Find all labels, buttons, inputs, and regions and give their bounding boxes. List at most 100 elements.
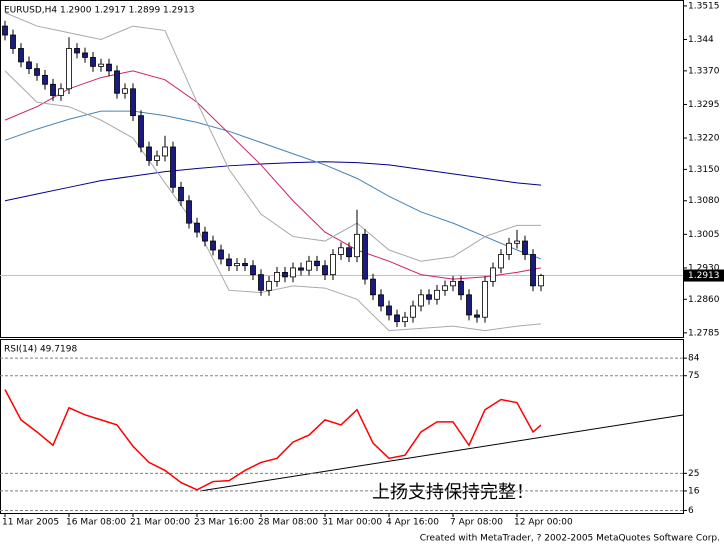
candle-body bbox=[258, 274, 264, 291]
candle-body bbox=[314, 260, 320, 267]
y-tick-label: 1.3080 bbox=[688, 196, 720, 206]
candle-body bbox=[290, 267, 296, 278]
candle-body bbox=[538, 275, 544, 287]
last-price-label: 1.2913 bbox=[688, 271, 720, 281]
indicator-line bbox=[4, 161, 542, 202]
chart-title: EURUSD,H4 1.2900 1.2917 1.2899 1.2913 bbox=[4, 6, 195, 16]
annotation: 上扬支持保持完整！ bbox=[372, 482, 534, 503]
candle-body bbox=[42, 74, 48, 85]
candle-body bbox=[266, 280, 272, 291]
y-tick-label: 84 bbox=[688, 354, 700, 364]
candle-body bbox=[98, 63, 104, 67]
y-tick-label: 75 bbox=[688, 371, 699, 381]
candle-body bbox=[450, 280, 456, 287]
x-tick-label: 31 Mar 00:00 bbox=[322, 518, 382, 528]
y-tick-label: 1.2930 bbox=[688, 263, 720, 273]
candle-body bbox=[194, 222, 200, 233]
candle-body bbox=[186, 200, 192, 224]
candle-body bbox=[338, 247, 344, 255]
candle-body bbox=[202, 231, 208, 242]
rsi-panel bbox=[0, 339, 684, 514]
x-tick-label: 12 Apr 00:00 bbox=[514, 518, 573, 528]
y-tick-label: 1.3515 bbox=[688, 1, 720, 11]
candle-body bbox=[74, 48, 80, 54]
candle-body bbox=[250, 265, 256, 276]
y-tick-label: 1.2860 bbox=[688, 295, 720, 305]
candle-body bbox=[354, 233, 360, 258]
x-tick-label: 4 Apr 16:00 bbox=[386, 518, 439, 528]
x-tick-label: 11 Mar 2005 bbox=[2, 518, 59, 528]
candle-body bbox=[90, 57, 96, 67]
y-tick-label: 1.3295 bbox=[688, 100, 720, 110]
candle-body bbox=[466, 294, 472, 316]
y-tick-label: 1.344 bbox=[688, 35, 714, 45]
y-tick-label: 16 bbox=[688, 486, 700, 496]
candle-body bbox=[306, 260, 312, 271]
candle-body bbox=[394, 314, 400, 323]
candle-body bbox=[226, 258, 232, 267]
candle-body bbox=[282, 272, 288, 278]
candle-body bbox=[386, 305, 392, 316]
last-price-box bbox=[684, 269, 724, 282]
y-tick-label: 25 bbox=[688, 469, 699, 479]
candle-body bbox=[10, 34, 16, 49]
candle-body bbox=[514, 240, 520, 244]
candle-body bbox=[458, 280, 464, 296]
candle-body bbox=[234, 263, 240, 267]
candle-body bbox=[242, 263, 248, 267]
candle-body bbox=[322, 265, 328, 276]
candle-body bbox=[426, 294, 432, 300]
indicator-line bbox=[4, 110, 542, 260]
candle-body bbox=[218, 249, 224, 260]
candle-body bbox=[370, 278, 376, 296]
candle-body bbox=[298, 267, 304, 271]
candle-body bbox=[178, 186, 184, 202]
candle-body bbox=[18, 48, 24, 63]
candle-body bbox=[482, 280, 488, 318]
candle-body bbox=[170, 146, 176, 188]
candle-body bbox=[154, 155, 160, 161]
candle-body bbox=[378, 294, 384, 307]
candle-body bbox=[106, 63, 112, 72]
candle-body bbox=[530, 254, 536, 287]
candle-body bbox=[130, 88, 136, 117]
footer: Created with MetaTrader, ? 2002-2005 Met… bbox=[420, 534, 720, 544]
indicator-line bbox=[4, 70, 542, 332]
candle-body bbox=[362, 233, 368, 280]
indicator-line bbox=[4, 12, 541, 262]
candle-body bbox=[122, 88, 128, 94]
candle-body bbox=[346, 247, 352, 258]
y-tick-label: 1.2785 bbox=[688, 328, 720, 338]
x-tick-label: 23 Mar 16:00 bbox=[194, 518, 254, 528]
candle-body bbox=[2, 25, 8, 36]
y-tick-label: 1.3220 bbox=[688, 134, 720, 144]
candle-body bbox=[82, 52, 88, 58]
candle-body bbox=[490, 267, 496, 282]
candle-body bbox=[138, 115, 144, 148]
candle-body bbox=[50, 83, 56, 96]
candle-body bbox=[434, 289, 440, 300]
y-tick-label: 6 bbox=[688, 506, 694, 516]
trend-line bbox=[199, 414, 684, 492]
x-tick-label: 21 Mar 00:00 bbox=[130, 518, 190, 528]
x-tick-label: 7 Apr 08:00 bbox=[450, 518, 503, 528]
y-tick-label: 1.3150 bbox=[688, 165, 720, 175]
candle-body bbox=[34, 68, 40, 76]
y-tick-label: 1.3370 bbox=[688, 66, 720, 76]
candle-body bbox=[498, 254, 504, 269]
candle-body bbox=[418, 294, 424, 307]
candle-body bbox=[146, 146, 152, 161]
candle-body bbox=[410, 305, 416, 318]
y-tick-label: 1.3005 bbox=[688, 230, 720, 240]
x-tick-label: 28 Mar 08:00 bbox=[258, 518, 318, 528]
candle-body bbox=[474, 314, 480, 318]
candle-body bbox=[58, 88, 64, 96]
candle-body bbox=[522, 240, 528, 255]
candle-body bbox=[162, 146, 168, 157]
candle-body bbox=[442, 285, 448, 291]
candle-body bbox=[274, 272, 280, 282]
candle-body bbox=[330, 254, 336, 276]
candle-body bbox=[114, 70, 120, 94]
x-tick-label: 16 Mar 08:00 bbox=[66, 518, 126, 528]
candle-body bbox=[506, 242, 512, 255]
